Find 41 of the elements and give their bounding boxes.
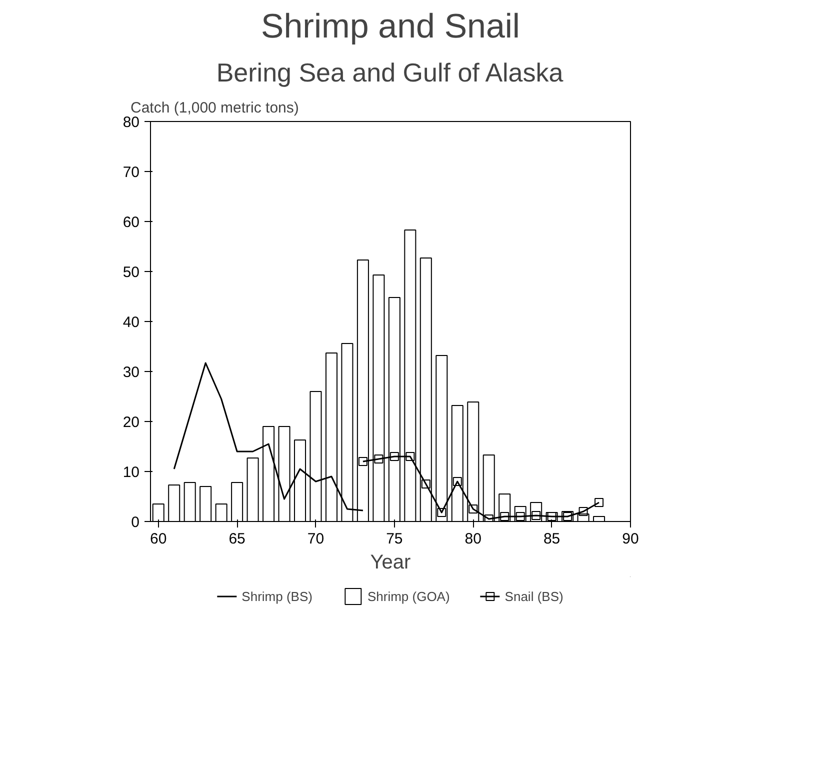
y-tick-label: 40 (122, 314, 140, 331)
y-tick-label: 50 (122, 264, 140, 281)
chart-subtitle: Bering Sea and Gulf of Alaska (216, 58, 564, 88)
legend-label: Shrimp (GOA) (367, 588, 450, 604)
legend-label: Snail (BS) (504, 588, 564, 604)
point (437, 508, 446, 517)
point (468, 504, 478, 514)
y-tick-label: 0 (131, 514, 140, 531)
point (358, 457, 368, 466)
point (594, 498, 604, 507)
x-tick-label: 60 (150, 530, 167, 548)
point (484, 514, 494, 522)
point (578, 507, 588, 516)
y-tick-label: 20 (122, 414, 140, 431)
point (406, 452, 415, 461)
bar (184, 482, 196, 522)
x-tick-label: 80 (464, 530, 482, 548)
point (374, 454, 384, 464)
x-tick-label: 65 (228, 530, 246, 548)
bar (168, 484, 180, 522)
bar (200, 486, 212, 522)
x-axis-title: Year (370, 552, 412, 574)
bar (215, 504, 228, 522)
y-axis-title: Catch (1,000 metric tons) (130, 100, 299, 116)
point (390, 452, 399, 461)
y-tick-label: 10 (122, 464, 140, 481)
y-tick-label: 30 (122, 364, 140, 381)
x-tick-label: 85 (543, 530, 560, 548)
x-tick-label: 90 (622, 530, 639, 548)
chart-title: Shrimp and Snail (261, 8, 520, 46)
x-tick-label: 75 (386, 530, 403, 548)
bar (593, 516, 606, 522)
legend-label: Shrimp (BS) (242, 588, 312, 604)
y-tick-label: 80 (122, 114, 140, 131)
x-tick-label: 70 (307, 530, 324, 548)
point (500, 512, 510, 521)
point (452, 477, 462, 486)
bar (246, 458, 259, 522)
y-tick-label: 60 (122, 214, 140, 231)
point (421, 480, 430, 488)
y-tick-label: 70 (122, 164, 140, 181)
